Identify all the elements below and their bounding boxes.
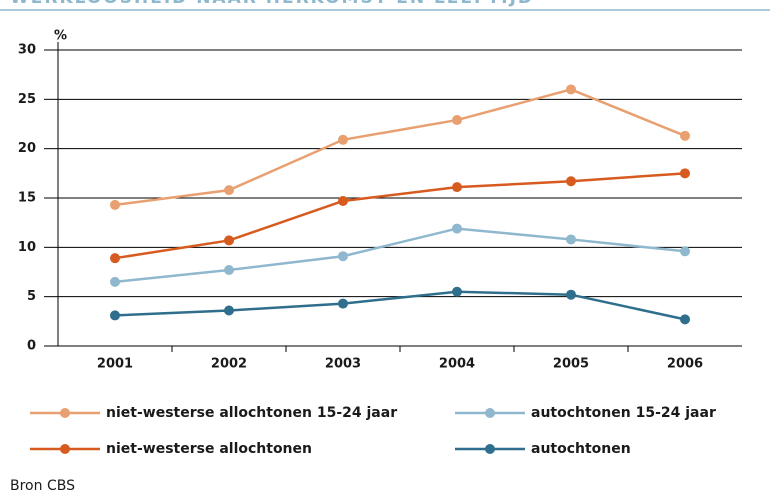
- y-tick-label: 0: [27, 339, 36, 354]
- chart-title: WERKLOOSHEID NAAR HERKOMST EN LEEFTIJD: [10, 0, 534, 8]
- data-point: [224, 305, 234, 316]
- x-tick-label: 2004: [439, 357, 475, 372]
- legend-marker: [485, 408, 495, 418]
- legend-marker: [60, 444, 70, 454]
- data-point: [680, 130, 690, 141]
- data-point: [566, 289, 576, 300]
- data-point: [452, 286, 462, 297]
- series-line: [114, 227, 686, 284]
- legend-label: niet-westerse allochtonen 15-24 jaar: [106, 405, 397, 421]
- x-tick-label: 2003: [325, 357, 361, 372]
- data-point: [110, 199, 120, 210]
- x-tick-label: 2002: [211, 357, 247, 372]
- y-tick-label: 15: [18, 191, 36, 206]
- x-tick-label: 2005: [553, 357, 589, 372]
- data-point: [110, 253, 120, 264]
- data-point: [224, 235, 234, 246]
- data-point: [566, 234, 576, 245]
- data-point: [680, 168, 690, 179]
- data-point: [452, 182, 462, 193]
- data-point: [452, 223, 462, 234]
- data-point: [224, 185, 234, 196]
- data-point: [338, 251, 348, 262]
- series-line: [114, 290, 686, 321]
- data-point: [224, 265, 234, 276]
- series-line: [114, 172, 686, 260]
- y-tick-label: 20: [18, 141, 36, 156]
- data-point: [338, 298, 348, 309]
- y-unit-label: %: [54, 29, 67, 44]
- data-point: [566, 176, 576, 187]
- legend-label: autochtonen: [531, 441, 631, 457]
- y-tick-label: 10: [18, 240, 36, 255]
- data-point: [680, 314, 690, 325]
- legend-marker: [60, 408, 70, 418]
- y-tick-label: 30: [18, 43, 36, 58]
- data-point: [110, 310, 120, 321]
- data-point: [110, 276, 120, 287]
- data-point: [338, 134, 348, 145]
- y-tick-label: 25: [18, 92, 36, 107]
- legend-marker: [485, 444, 495, 454]
- x-tick-label: 2001: [97, 357, 133, 372]
- data-point: [338, 195, 348, 206]
- data-point: [680, 246, 690, 257]
- data-point: [566, 84, 576, 95]
- source: Bron CBS: [10, 478, 75, 494]
- legend-label: autochtonen 15-24 jaar: [531, 405, 716, 421]
- x-tick-label: 2006: [667, 357, 703, 372]
- data-point: [452, 115, 462, 126]
- legend-label: niet-westerse allochtonen: [106, 441, 312, 457]
- series-line: [114, 88, 686, 207]
- y-tick-label: 5: [27, 289, 36, 304]
